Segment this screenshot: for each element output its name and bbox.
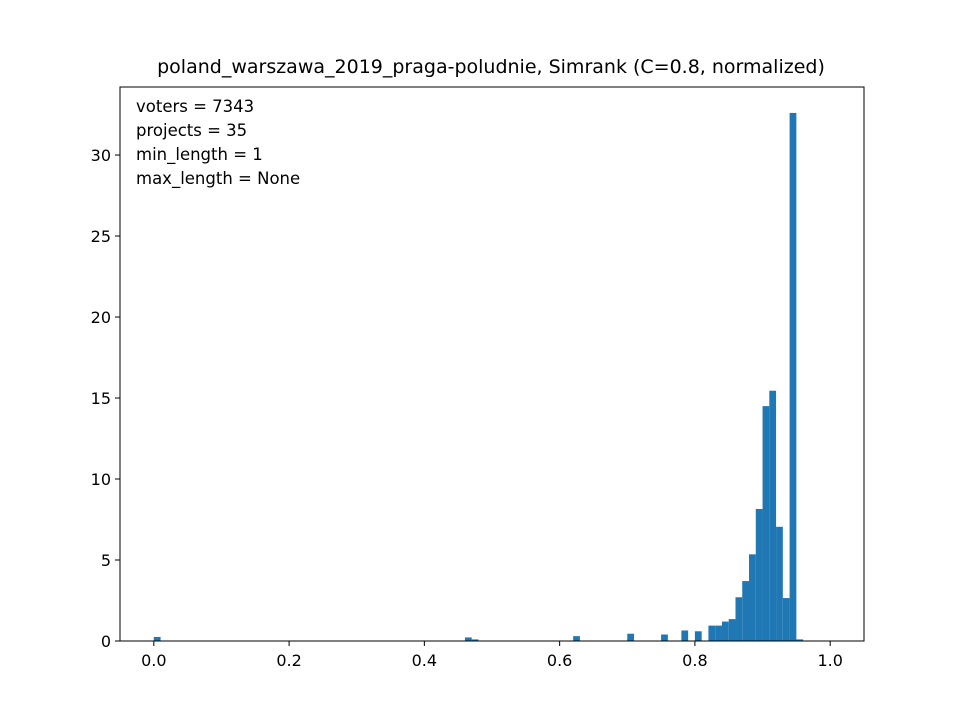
annotation-min-length: min_length = 1 [136, 145, 263, 165]
histogram-bar [769, 390, 777, 641]
histogram-bar [789, 112, 797, 642]
y-tick-label: 25 [91, 227, 111, 246]
y-tick-label: 0 [101, 632, 111, 651]
annotation-projects: projects = 35 [136, 121, 247, 140]
plot-frame [119, 86, 865, 642]
histogram-bar [661, 634, 668, 641]
histogram-bar [796, 639, 804, 641]
y-tick-label: 30 [91, 146, 111, 165]
histogram-bar [762, 406, 770, 641]
histogram-bar [755, 508, 763, 641]
histogram-bar [782, 598, 790, 641]
y-tick-label: 5 [101, 551, 111, 570]
histogram-bar [742, 581, 750, 641]
chart-title: poland_warszawa_2019_praga-poludnie, Sim… [157, 56, 825, 78]
histogram-bar [749, 554, 756, 641]
histogram-bar [153, 636, 161, 641]
histogram-bar [728, 619, 736, 641]
histogram-bar [471, 639, 479, 641]
y-tick-label: 10 [91, 470, 111, 489]
histogram-bar [627, 633, 635, 641]
histogram-bar [715, 625, 722, 641]
histogram-bar [464, 637, 472, 641]
histogram-bar [708, 625, 716, 641]
histogram-bar [735, 597, 743, 641]
axes-group: 0.0 0.2 0.4 0.6 0.8 1.0 0 5 10 15 20 25 30 [91, 86, 865, 670]
histogram-bar [681, 630, 689, 641]
x-tick-label: 1.0 [817, 651, 842, 670]
annotation-max-length: max_length = None [136, 169, 300, 189]
y-tick-label: 15 [91, 389, 111, 408]
annotation-voters: voters = 7343 [136, 97, 254, 116]
x-tick-label: 0.4 [412, 651, 437, 670]
histogram-bar [573, 636, 580, 641]
histogram-bar [776, 526, 783, 641]
x-tick-label: 0.6 [547, 651, 572, 670]
x-tick-label: 0.2 [276, 651, 301, 670]
histogram-bar [694, 631, 702, 641]
y-tick-label: 20 [91, 308, 111, 327]
bars-group [153, 112, 804, 642]
x-tick-label: 0.0 [141, 651, 166, 670]
histogram-bar [721, 621, 729, 641]
annotation-group: voters = 7343 projects = 35 min_length =… [136, 97, 300, 189]
x-tick-label: 0.8 [682, 651, 707, 670]
